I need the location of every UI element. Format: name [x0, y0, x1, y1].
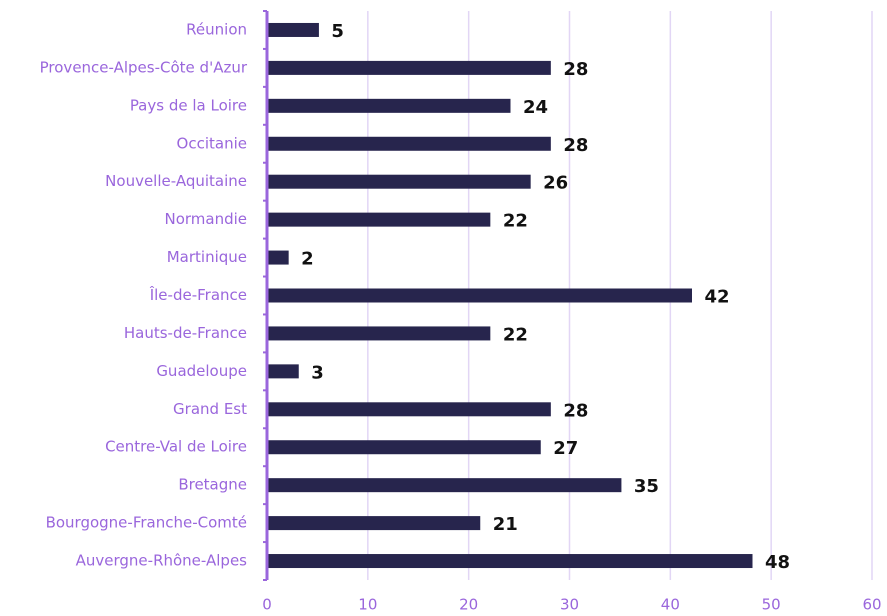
x-tick-label: 20 [459, 596, 478, 614]
category-label: Réunion [186, 20, 247, 38]
category-label: Bourgogne-Franche-Comté [46, 514, 247, 532]
category-label: Guadeloupe [156, 362, 247, 380]
x-tick-label: 10 [358, 596, 377, 614]
category-label: Nouvelle-Aquitaine [105, 172, 247, 190]
value-label: 22 [503, 324, 528, 345]
category-label: Provence-Alpes-Côte d'Azur [40, 58, 248, 76]
category-label: Île-de-France [149, 285, 247, 304]
value-label: 35 [634, 476, 659, 497]
value-label: 22 [503, 211, 528, 232]
category-label: Martinique [167, 248, 247, 266]
value-label: 2 [301, 249, 314, 270]
x-tick-label: 30 [560, 596, 579, 614]
value-label: 48 [765, 552, 790, 573]
value-label: 3 [311, 362, 324, 383]
x-tick-label: 0 [262, 596, 272, 614]
value-label: 42 [705, 287, 730, 308]
value-label: 28 [563, 59, 588, 80]
category-label: Centre-Val de Loire [105, 438, 247, 456]
value-label: 5 [331, 21, 344, 42]
bar [268, 288, 692, 303]
bar [268, 554, 753, 569]
bar [268, 478, 622, 493]
value-label: 24 [523, 97, 548, 118]
category-label: Pays de la Loire [130, 96, 247, 114]
bar [268, 22, 319, 37]
bar [268, 402, 551, 417]
bar [268, 516, 481, 531]
bar [268, 136, 551, 151]
bar [268, 326, 491, 341]
value-label: 28 [563, 135, 588, 156]
bar [268, 174, 531, 189]
x-tick-label: 40 [661, 596, 680, 614]
category-label: Auvergne-Rhône-Alpes [76, 552, 248, 570]
bar [268, 98, 511, 113]
value-label: 28 [563, 400, 588, 421]
category-label: Bretagne [178, 476, 247, 494]
bar [268, 364, 299, 379]
x-tick-label: 60 [862, 596, 881, 614]
bar [268, 212, 491, 227]
value-label: 27 [553, 438, 578, 459]
x-tick-label: 50 [762, 596, 781, 614]
category-label: Hauts-de-France [124, 324, 247, 342]
bar [268, 60, 551, 75]
bar [268, 250, 289, 265]
bar [268, 440, 541, 455]
category-label: Grand Est [173, 400, 247, 418]
value-label: 26 [543, 173, 568, 194]
category-label: Normandie [164, 210, 247, 228]
value-label: 21 [493, 514, 518, 535]
category-label: Occitanie [177, 134, 247, 152]
